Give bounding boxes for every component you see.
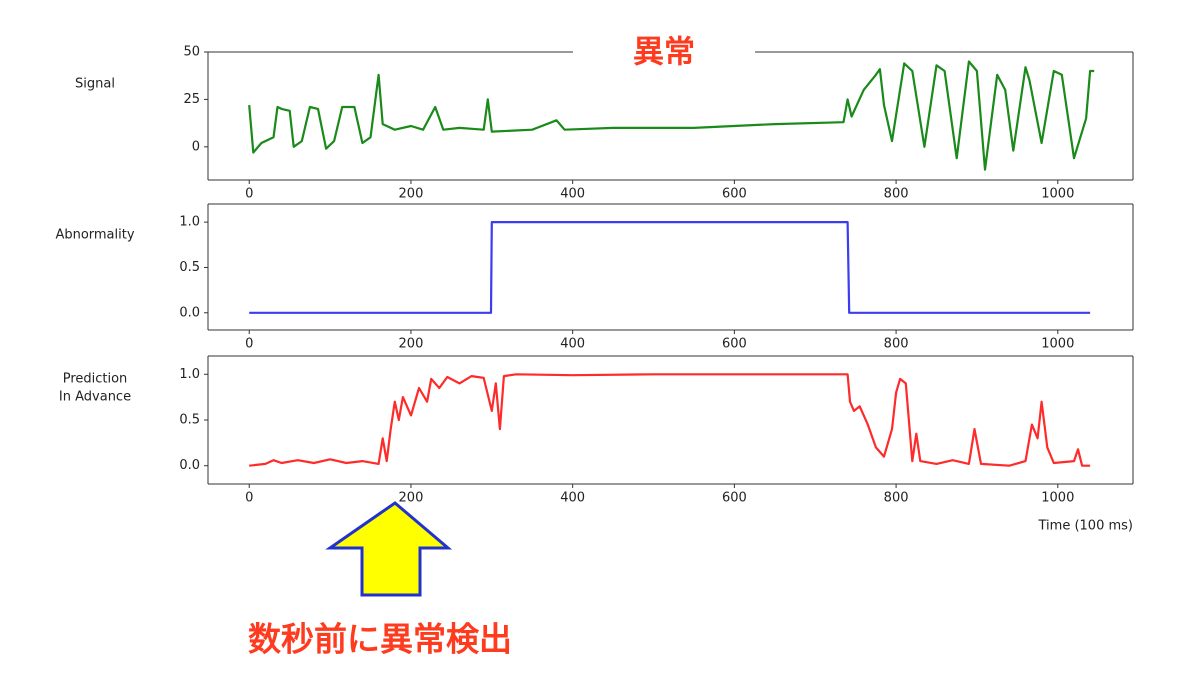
arrow [325, 501, 453, 597]
x-tick-label: 800 [884, 491, 909, 506]
panel: 0 200 400 600 800 1000 0.0 0.5 1.0 Abnormality [55, 203, 1134, 352]
y-tick-label: 0.5 [179, 413, 200, 428]
x-axis-label: Time (100 ms) [1038, 519, 1133, 534]
y-tick-label: 25 [183, 92, 200, 107]
y-axis-label: Signal [75, 77, 115, 92]
x-tick-label: 1000 [1041, 187, 1074, 202]
x-tick-label: 600 [722, 491, 747, 506]
y-tick-label: 1.0 [179, 367, 200, 382]
x-tick-label: 800 [884, 187, 909, 202]
x-tick-label: 400 [560, 187, 585, 202]
y-axis-label: In Advance [59, 390, 131, 405]
x-tick-label: 0 [245, 491, 253, 506]
x-tick-label: 200 [399, 491, 424, 506]
data-line [248, 60, 1095, 171]
anomaly-title: 異常 [633, 35, 695, 71]
x-tick-label: 200 [399, 337, 424, 352]
x-tick-label: 600 [722, 337, 747, 352]
panel: 0 200 400 600 800 1000 0.0 0.5 1.0 Prediction In A… [59, 355, 1134, 534]
y-tick-label: 0 [192, 139, 200, 154]
x-tick-label: 400 [560, 491, 585, 506]
x-tick-label: 400 [560, 337, 585, 352]
x-tick-label: 0 [245, 187, 253, 202]
x-tick-label: 600 [722, 187, 747, 202]
y-tick-label: 0.0 [179, 305, 200, 320]
y-tick-label: 0.5 [179, 260, 200, 275]
x-tick-label: 800 [884, 337, 909, 352]
x-tick-label: 1000 [1041, 491, 1074, 506]
x-tick-label: 200 [399, 187, 424, 202]
y-axis-label: Prediction [63, 372, 128, 387]
data-line [249, 373, 1091, 467]
y-axis-label: Abnormality [55, 228, 134, 243]
detection-note: 数秒前に異常検出 [248, 620, 512, 659]
x-tick-label: 1000 [1041, 337, 1074, 352]
y-tick-label: 1.0 [179, 215, 200, 230]
panel: 0 200 400 600 800 1000 0 25 50 Signal [75, 45, 1134, 202]
x-tick-label: 0 [245, 337, 253, 352]
y-tick-label: 50 [183, 45, 200, 60]
y-tick-label: 0.0 [179, 458, 200, 473]
data-line [249, 221, 1091, 314]
